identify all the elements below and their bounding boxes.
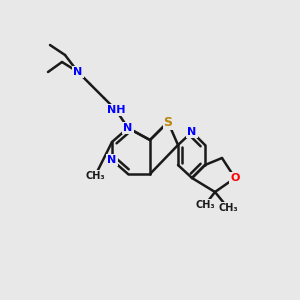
Text: N: N — [74, 67, 82, 77]
Text: N: N — [107, 155, 117, 165]
Text: CH₃: CH₃ — [195, 200, 215, 210]
Text: S: S — [164, 116, 172, 128]
Text: CH₃: CH₃ — [85, 171, 105, 181]
Text: O: O — [230, 173, 240, 183]
Text: N: N — [123, 123, 133, 133]
Text: N: N — [188, 127, 196, 137]
Text: NH: NH — [107, 105, 125, 115]
Text: CH₃: CH₃ — [218, 203, 238, 213]
